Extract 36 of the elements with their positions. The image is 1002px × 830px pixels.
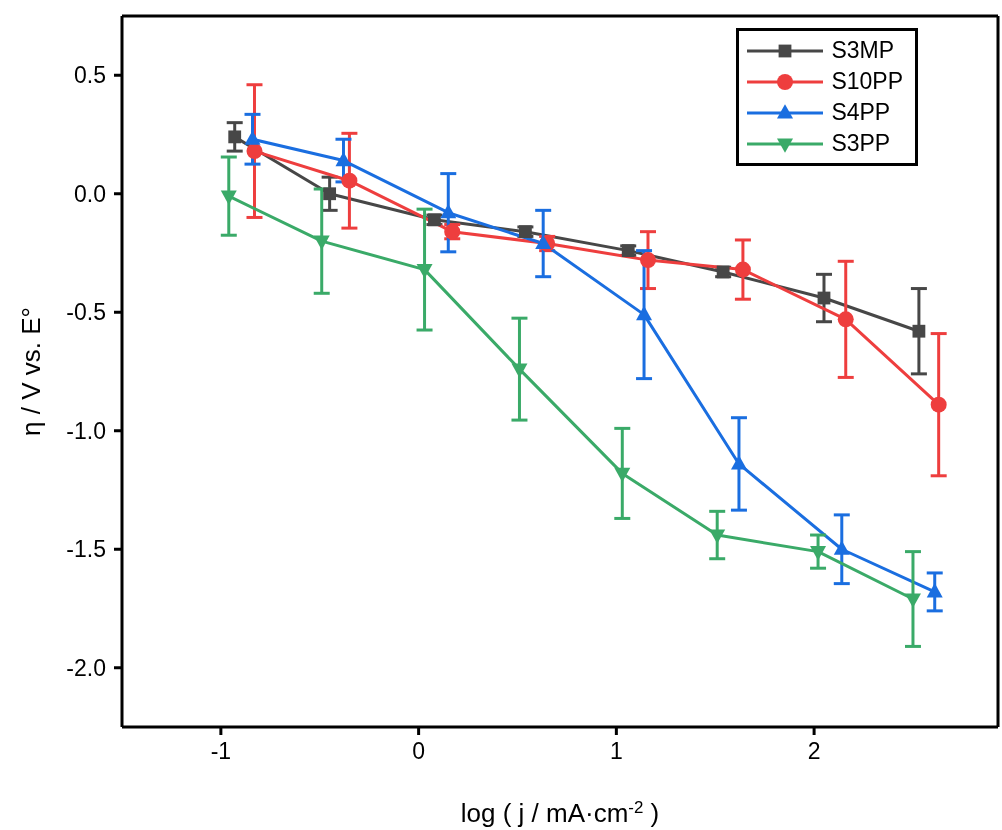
- legend-label: S3PP: [831, 130, 891, 157]
- legend-label: S10PP: [831, 68, 903, 95]
- x-tick-label: 0: [412, 738, 426, 765]
- y-tick-label: -0.5: [66, 299, 106, 326]
- x-tick-label: -1: [210, 738, 232, 765]
- x-tick-label: 2: [807, 738, 821, 765]
- y-tick-label: 0.0: [74, 180, 106, 207]
- x-tick-label: 1: [609, 738, 623, 765]
- point: [341, 172, 358, 189]
- legend-label: S3MP: [831, 37, 895, 64]
- point: [636, 305, 653, 321]
- point: [930, 396, 947, 413]
- point: [535, 234, 552, 250]
- point: [837, 311, 854, 328]
- point: [904, 593, 921, 608]
- y-tick-label: -2.0: [66, 654, 106, 681]
- point: [246, 143, 263, 160]
- point: [440, 203, 457, 219]
- y-tick-label: 0.5: [74, 62, 106, 89]
- point: [511, 363, 528, 378]
- point: [640, 252, 656, 269]
- point: [228, 130, 242, 144]
- legend-label: S4PP: [831, 99, 891, 126]
- point: [416, 263, 433, 279]
- x-axis-title: log ( j / mA·cm$^{-2}$ ): [460, 797, 660, 828]
- point: [313, 235, 330, 250]
- point: [323, 187, 337, 201]
- point: [614, 467, 631, 483]
- point: [220, 190, 237, 205]
- y-tick-label: -1.0: [66, 417, 106, 444]
- point: [810, 546, 827, 561]
- point: [734, 261, 751, 278]
- point: [709, 529, 726, 544]
- point: [912, 324, 926, 338]
- y-axis-title: η / V vs. E°: [16, 307, 46, 436]
- y-tick-label: -1.5: [66, 536, 106, 563]
